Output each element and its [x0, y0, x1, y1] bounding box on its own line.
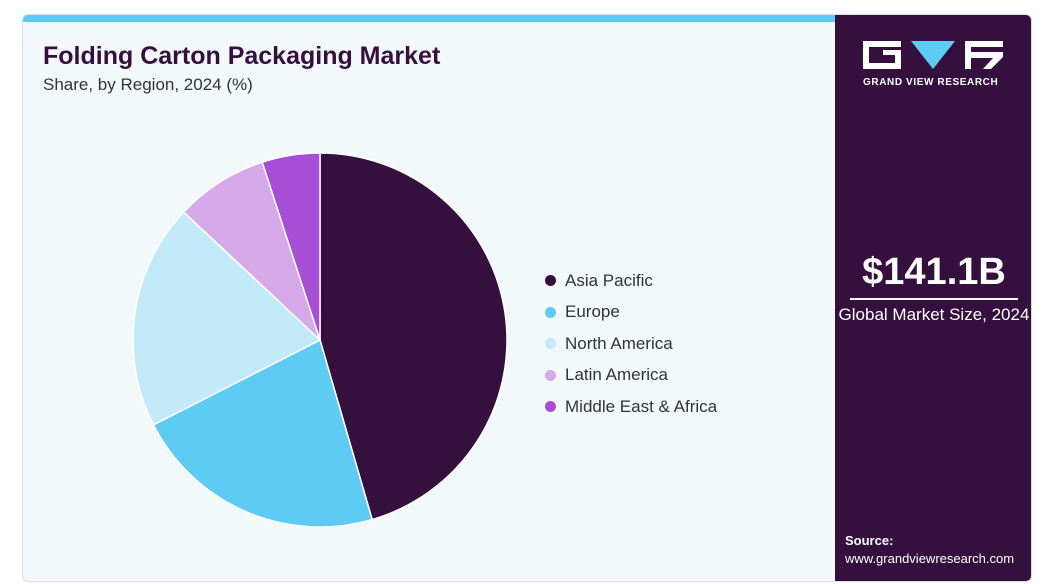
legend-item-asia-pacific: Asia Pacific [545, 265, 717, 297]
pie-slice-latin-america [182, 161, 321, 341]
source-label: Source: [845, 533, 894, 548]
chart-legend: Asia Pacific Europe North America Latin Ame… [545, 265, 717, 423]
legend-label: North America [565, 333, 673, 353]
pie-chart [132, 152, 508, 528]
legend-item-latin-america: Latin America [545, 360, 717, 392]
source-link[interactable]: www.grandviewresearch.com [845, 551, 1015, 566]
legend-label: Europe [565, 302, 620, 322]
legend-label: Latin America [565, 365, 668, 385]
info-sidebar: GRAND VIEW RESEARCH $141.1B Global Marke… [835, 15, 1031, 581]
legend-item-north-america: North America [545, 328, 717, 360]
gvr-logo-icon [863, 41, 1003, 69]
pie-slice-middle-east-africa [261, 152, 321, 341]
legend-item-europe: Europe [545, 297, 717, 329]
grand-view-research-logo: GRAND VIEW RESEARCH [863, 41, 1003, 88]
legend-label: Middle East & Africa [565, 396, 718, 416]
chart-title: Folding Carton Packaging Market [43, 42, 441, 70]
legend-dot-icon [545, 275, 556, 287]
legend-dot-icon [545, 306, 556, 318]
pie-slice-europe [152, 338, 374, 528]
pie-slice-north-america [132, 210, 322, 426]
market-size-label: Global Market Size, 2024 [838, 305, 1030, 324]
legend-item-middle-east-africa: Middle East & Africa [545, 391, 717, 423]
legend-dot-icon [545, 401, 556, 413]
chart-subtitle: Share, by Region, 2024 (%) [43, 75, 253, 94]
pie-slice-asia-pacific [319, 152, 508, 521]
accent-bar [23, 15, 835, 22]
chart-card: Folding Carton Packaging Market Share, b… [22, 14, 1032, 582]
market-size-value: $141.1B [862, 251, 1006, 293]
divider [850, 298, 1018, 300]
legend-label: Asia Pacific [565, 270, 653, 290]
legend-dot-icon [545, 369, 556, 381]
logo-text: GRAND VIEW RESEARCH [863, 77, 999, 88]
legend-dot-icon [545, 338, 556, 350]
